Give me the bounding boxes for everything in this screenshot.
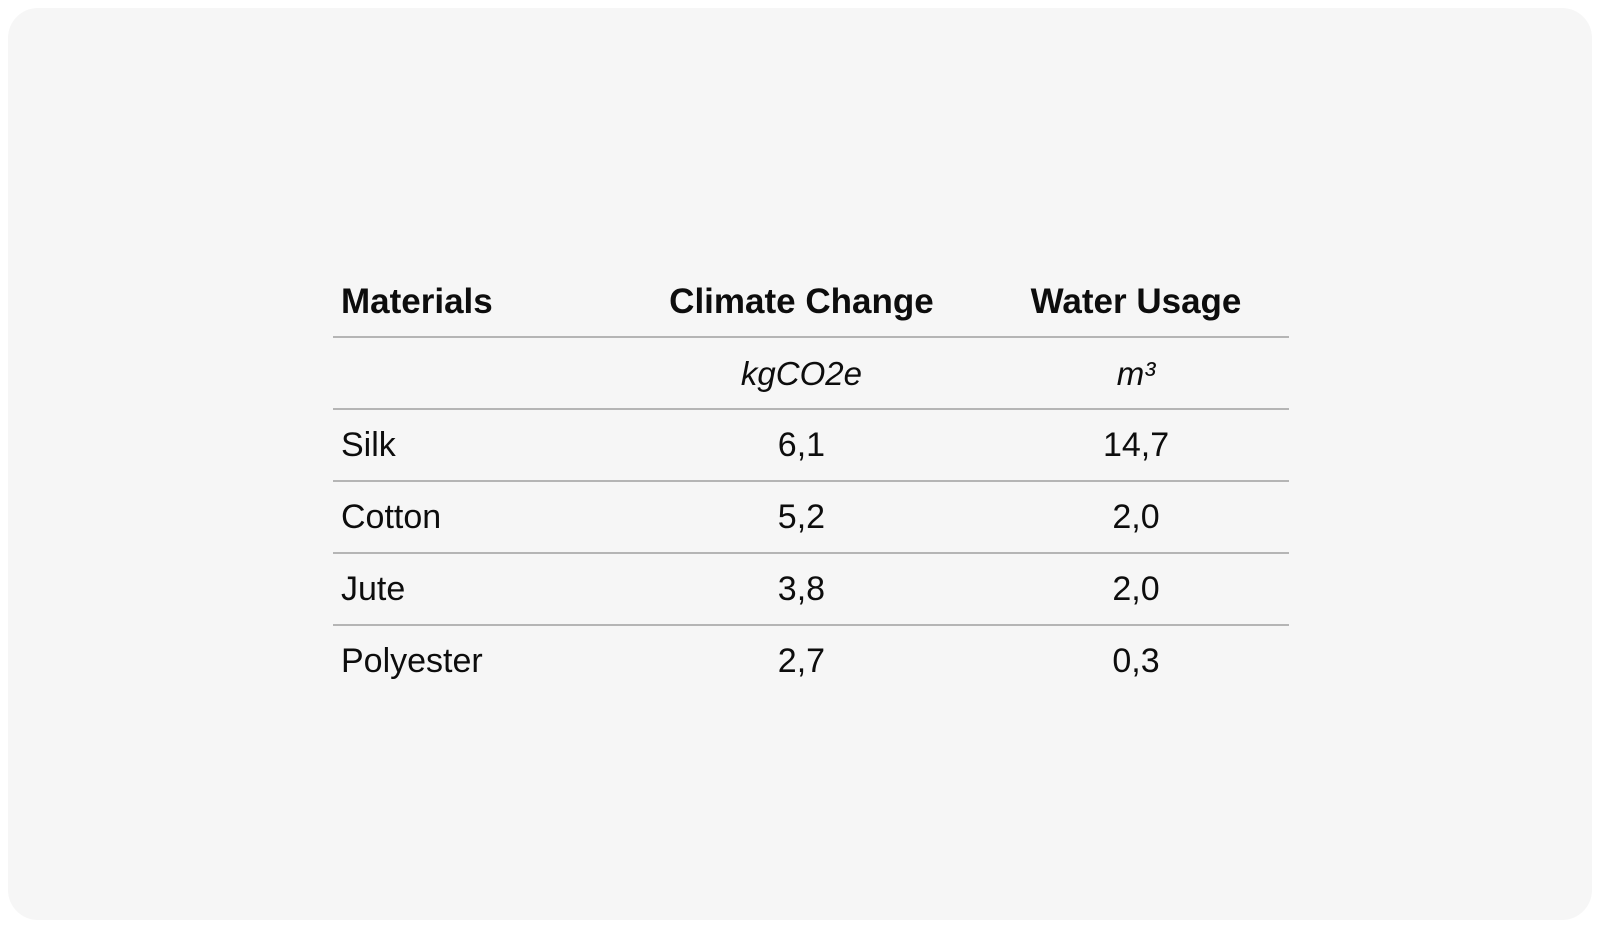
units-cell-water-usage: m³ (983, 337, 1289, 410)
table-row-polyester: Polyester 2,7 0,3 (333, 625, 1289, 696)
water-usage-value: 2,0 (983, 553, 1289, 626)
water-usage-value: 2,0 (983, 481, 1289, 554)
column-header-materials: Materials (333, 266, 620, 338)
column-header-water-usage: Water Usage (983, 266, 1289, 338)
material-name: Jute (333, 553, 620, 626)
table-row-silk: Silk 6,1 14,7 (333, 409, 1289, 482)
header-row: Materials Climate Change Water Usage (333, 266, 1289, 338)
units-row: kgCO2e m³ (333, 337, 1289, 410)
materials-card: Materials Climate Change Water Usage kgC… (8, 8, 1592, 920)
units-cell-climate-change: kgCO2e (619, 337, 984, 410)
table-row-jute: Jute 3,8 2,0 (333, 553, 1289, 626)
material-name: Silk (333, 409, 620, 482)
climate-change-value: 2,7 (777, 642, 826, 680)
column-header-climate-change: Climate Change (619, 266, 984, 338)
climate-change-value: 3,8 (619, 553, 984, 626)
material-name: Polyester (341, 642, 483, 680)
climate-change-value: 5,2 (619, 481, 984, 554)
materials-table: Materials Climate Change Water Usage kgC… (333, 266, 1289, 696)
water-usage-value: 0,3 (1112, 642, 1160, 680)
material-name: Cotton (333, 481, 620, 554)
climate-change-value: 6,1 (619, 409, 984, 482)
table-row-cotton: Cotton 5,2 2,0 (333, 481, 1289, 554)
water-usage-value: 14,7 (983, 409, 1289, 482)
units-cell-empty (333, 337, 620, 410)
